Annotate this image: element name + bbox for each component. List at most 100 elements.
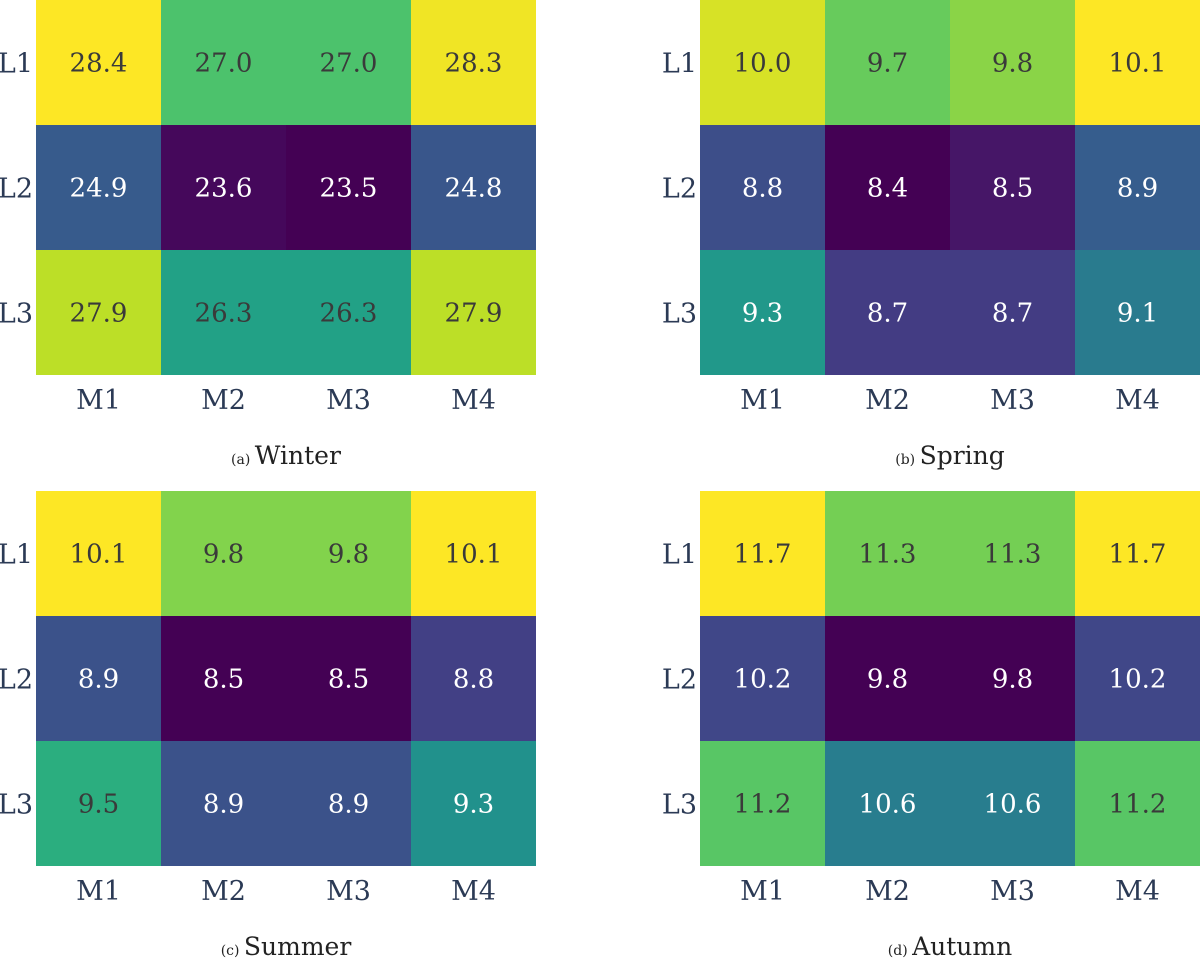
cell-value-label: 8.8	[742, 174, 783, 204]
subfigure-caption: (a) Winter	[231, 441, 341, 470]
heatmap-cell	[286, 491, 411, 616]
cell-value-label: 27.9	[445, 299, 503, 329]
heatmap-cell	[950, 741, 1075, 866]
cell-value-label: 11.7	[1109, 540, 1167, 570]
heatmap-cell	[700, 616, 825, 741]
heatmap-cell	[825, 250, 950, 375]
cell-value-label: 28.3	[445, 49, 503, 79]
heatmap-cell	[950, 491, 1075, 616]
cell-value-label: 9.1	[1117, 299, 1158, 329]
heatmap-panel-3: 11.7 11.3 11.3 11.7 10.2 9.8 9.8 10.2 11.2 10.6 10…	[662, 491, 1200, 959]
heatmap-cell	[286, 125, 411, 250]
heatmap-cell	[825, 125, 950, 250]
x-tick-label: M1	[740, 385, 785, 416]
heatmap-cell	[36, 0, 161, 125]
y-tick-label: L2	[0, 174, 33, 205]
cell-value-label: 24.9	[70, 174, 128, 204]
x-tick-label: M2	[201, 876, 246, 907]
heatmap-cell	[825, 491, 950, 616]
heatmap-cell	[286, 616, 411, 741]
x-tick-label: M4	[451, 876, 496, 907]
heatmap-cell	[1075, 741, 1200, 866]
subfigure-letter: (c)	[221, 943, 244, 959]
subfigure-letter: (b)	[895, 452, 919, 468]
cell-value-label: 8.9	[328, 790, 369, 820]
cell-value-label: 8.8	[453, 665, 494, 695]
cell-value-label: 24.8	[445, 174, 503, 204]
heatmap-cell	[950, 125, 1075, 250]
subfigure-caption: (c) Summer	[221, 932, 352, 959]
x-tick-label: M3	[990, 385, 1035, 416]
heatmap-cell	[36, 741, 161, 866]
heatmap-cell	[161, 250, 286, 375]
cell-value-label: 9.7	[867, 49, 908, 79]
heatmap-cell	[1075, 491, 1200, 616]
heatmap-cell	[950, 250, 1075, 375]
heatmap-cell	[161, 0, 286, 125]
cell-value-label: 8.7	[867, 299, 908, 329]
heatmap-cell	[950, 0, 1075, 125]
heatmap-cell	[700, 741, 825, 866]
subfigure-letter: (d)	[888, 943, 912, 959]
x-tick-label: M3	[326, 385, 371, 416]
heatmap-cell	[700, 250, 825, 375]
cell-value-label: 27.0	[195, 49, 253, 79]
cell-value-label: 8.5	[328, 665, 369, 695]
cell-value-label: 8.9	[203, 790, 244, 820]
heatmap-cell	[825, 616, 950, 741]
heatmap-cell	[36, 125, 161, 250]
x-tick-label: M4	[1115, 385, 1160, 416]
y-tick-label: L1	[662, 540, 697, 571]
subfigure-title: Autumn	[911, 932, 1012, 959]
y-tick-label: L3	[0, 299, 33, 330]
cell-value-label: 10.1	[70, 540, 128, 570]
cell-value-label: 9.5	[78, 790, 119, 820]
heatmap-cell	[286, 0, 411, 125]
cell-value-label: 10.6	[859, 790, 917, 820]
subfigure-letter: (a)	[231, 452, 255, 468]
heatmap-cell	[161, 741, 286, 866]
heatmap-cell	[825, 741, 950, 866]
x-tick-label: M3	[326, 876, 371, 907]
cell-value-label: 8.4	[867, 174, 908, 204]
heatmap-panel-2: 10.1 9.8 9.8 10.1 8.9 8.5 8.5 8.8 9.5 8.9 8.9 9.3 L1…	[0, 491, 536, 959]
heatmap-cell	[411, 0, 536, 125]
x-tick-label: M4	[1115, 876, 1160, 907]
heatmap-cell	[286, 741, 411, 866]
subfigure-title: Winter	[255, 441, 341, 470]
cell-value-label: 11.2	[1109, 790, 1167, 820]
cell-value-label: 9.8	[867, 665, 908, 695]
y-tick-label: L1	[0, 49, 33, 80]
y-tick-label: L2	[0, 665, 33, 696]
x-tick-label: M2	[865, 385, 910, 416]
cell-value-label: 8.9	[78, 665, 119, 695]
cell-value-label: 23.6	[195, 174, 253, 204]
heatmap-cell	[1075, 0, 1200, 125]
heatmap-panel-0: 28.4 27.0 27.0 28.3 24.9 23.6 23.5 24.8 27.9 26.3…	[0, 0, 536, 470]
cell-value-label: 27.0	[320, 49, 378, 79]
heatmap-cell	[161, 125, 286, 250]
heatmap-cell	[411, 741, 536, 866]
cell-value-label: 11.7	[734, 540, 792, 570]
cell-value-label: 8.7	[992, 299, 1033, 329]
x-tick-label: M2	[201, 385, 246, 416]
heatmap-cell	[825, 0, 950, 125]
heatmap-cell	[1075, 250, 1200, 375]
cell-value-label: 10.6	[984, 790, 1042, 820]
heatmap-cell	[36, 250, 161, 375]
subfigure-title: Summer	[244, 932, 351, 959]
heatmap-cell	[411, 491, 536, 616]
cell-value-label: 8.9	[1117, 174, 1158, 204]
y-tick-label: L1	[0, 540, 33, 571]
x-tick-label: M1	[76, 385, 121, 416]
heatmap-panel-1: 10.0 9.7 9.8 10.1 8.8 8.4 8.5 8.9 9.3 8.7 8.7 9.1 L1…	[662, 0, 1200, 470]
x-tick-label: M2	[865, 876, 910, 907]
cell-value-label: 8.5	[992, 174, 1033, 204]
subfigure-caption: (d) Autumn	[888, 932, 1012, 959]
cell-value-label: 10.1	[1109, 49, 1167, 79]
cell-value-label: 11.3	[984, 540, 1042, 570]
heatmap-cell	[161, 616, 286, 741]
cell-value-label: 9.8	[992, 49, 1033, 79]
cell-value-label: 11.3	[859, 540, 917, 570]
